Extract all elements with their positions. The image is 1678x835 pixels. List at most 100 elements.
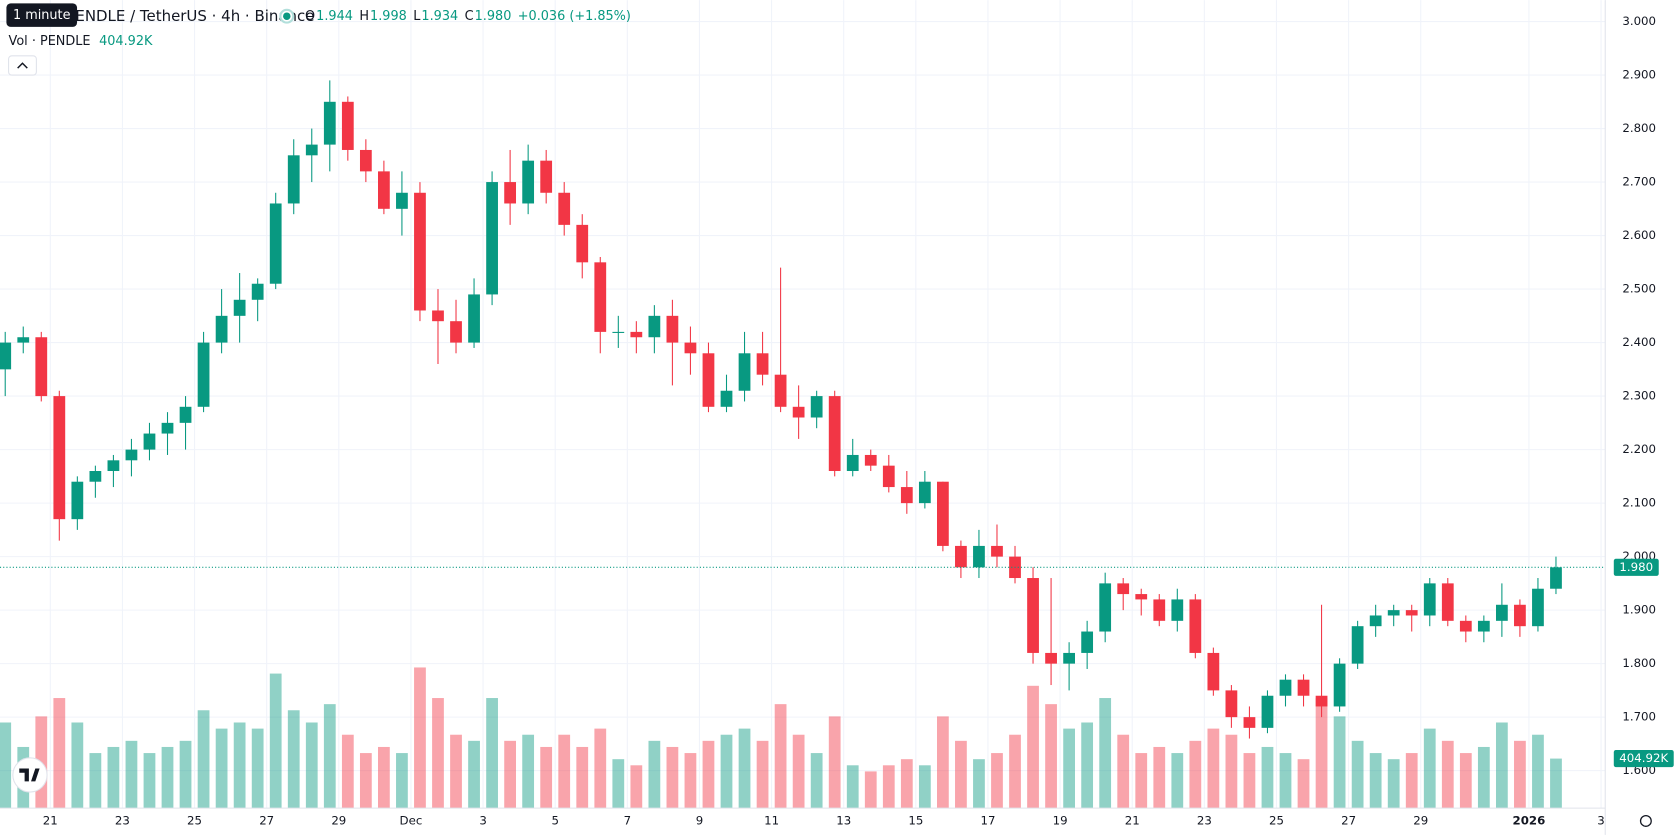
candle-body: [684, 342, 697, 354]
volume-bar: [1441, 740, 1454, 809]
candle-body: [882, 465, 895, 488]
logo[interactable]: [12, 757, 48, 793]
candle-body: [792, 406, 805, 418]
candle-body: [1243, 717, 1256, 728]
volume-bar: [1063, 728, 1075, 809]
candle-body: [810, 396, 823, 418]
volume-bar: [684, 753, 697, 809]
volume-bar: [1171, 753, 1184, 809]
last-price-label: 1.980: [1619, 560, 1653, 574]
volume-label: Vol · PENDLE: [9, 33, 91, 48]
candle-body: [648, 315, 661, 338]
candle-body: [1099, 583, 1112, 632]
x-tick-label: 11: [764, 813, 779, 827]
ohlc-value: 1.944: [316, 9, 353, 24]
volume-bar: [432, 698, 444, 809]
ohlc-key: O: [305, 9, 315, 24]
candle-body: [612, 331, 625, 333]
collapse-button[interactable]: [8, 55, 37, 76]
x-tick-label: 21: [1125, 813, 1140, 827]
candle-body: [143, 433, 156, 450]
volume-bar: [756, 740, 769, 809]
candle-body: [269, 203, 282, 284]
volume-bar: [1333, 716, 1346, 809]
volume-bar: [341, 734, 354, 809]
ohlc-legend: O1.944 H1.998 L1.934 C1.980 +0.036 (+1.85%): [305, 9, 631, 24]
x-tick-label: 23: [115, 813, 130, 827]
candle-body: [1532, 588, 1544, 627]
volume-bar: [0, 722, 12, 809]
change: +0.036 (+1.85%): [518, 9, 631, 24]
volume-bar: [89, 753, 102, 809]
candle-body: [540, 160, 553, 193]
candle-body: [864, 454, 877, 466]
x-tick-label: Dec: [400, 813, 423, 827]
candle-body: [450, 321, 462, 343]
x-tick-label: 21: [43, 813, 58, 827]
settings-icon[interactable]: [1639, 814, 1652, 827]
candle-body: [1063, 652, 1075, 664]
candle-body: [251, 283, 264, 300]
candle-body: [179, 406, 192, 423]
volume-bar: [504, 740, 517, 809]
candle-body: [1351, 626, 1364, 664]
candles: [0, 80, 1562, 739]
volume-bar: [468, 740, 480, 809]
x-tick-label: 29: [331, 813, 346, 827]
x-tick-label: 3: [479, 813, 487, 827]
candle-body: [1297, 679, 1310, 696]
ohlc-key: H: [359, 9, 369, 24]
tooltip-text: 1 minute: [13, 8, 71, 23]
volume-bar: [1027, 685, 1039, 809]
axes: 1.6001.7001.8001.9002.0002.1002.2002.300…: [0, 14, 1674, 827]
candle-body: [1495, 604, 1508, 621]
candle-body: [955, 545, 967, 568]
x-tick-label: 19: [1053, 813, 1068, 827]
candle-body: [1153, 599, 1166, 621]
y-tick-label: 2.400: [1622, 335, 1656, 349]
x-tick-label: 2026: [1513, 813, 1546, 827]
volume-badge: [1613, 750, 1674, 768]
volume-bar: [738, 728, 751, 809]
x-tick-label: 17: [980, 813, 995, 827]
collapse-icon: [17, 62, 28, 69]
candle-body: [233, 299, 246, 316]
candle-body: [1315, 695, 1328, 707]
ohlc-value: 1.998: [370, 9, 407, 24]
volume-bar: [666, 746, 679, 809]
volume-bar: [305, 722, 318, 809]
x-tick-label: 5: [551, 813, 559, 827]
candle-body: [1405, 610, 1418, 616]
volume-bar: [864, 771, 877, 809]
x-tick-label: 25: [187, 813, 202, 827]
candle-body: [378, 171, 390, 209]
candle-body: [1279, 679, 1292, 696]
candle-body: [738, 353, 751, 391]
volume-bar: [882, 765, 895, 809]
x-tick-label: 9: [696, 813, 704, 827]
candle-body: [846, 454, 859, 472]
candle-body: [1387, 610, 1400, 616]
volume-bar: [648, 740, 661, 809]
candle-body: [414, 192, 426, 311]
volume-bar: [71, 722, 84, 809]
volume-bar: [1225, 734, 1238, 809]
candle-body: [666, 315, 679, 343]
volume-bar: [792, 734, 805, 809]
volume-bar: [540, 746, 553, 809]
y-tick-label: 2.500: [1622, 282, 1656, 296]
volume-bar: [594, 728, 607, 809]
x-tick-label: 27: [1341, 813, 1356, 827]
candle-body: [991, 545, 1003, 557]
volume-bar: [1459, 753, 1472, 809]
candle-body: [17, 337, 30, 343]
volume-bar: [612, 759, 625, 809]
volume-bar: [1369, 753, 1382, 809]
candle-body: [1477, 620, 1490, 632]
volume-badge-label: 404.92K: [1619, 751, 1668, 765]
y-tick-label: 2.200: [1622, 442, 1656, 456]
volume-bar: [1351, 740, 1364, 809]
candle-body: [774, 374, 787, 407]
volume-bar: [918, 765, 931, 809]
